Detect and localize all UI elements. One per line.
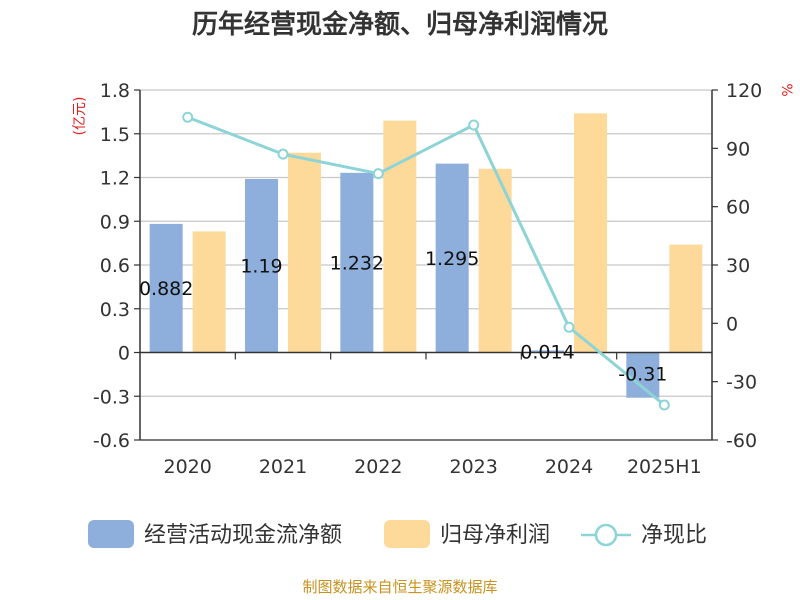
right-tick-label: 90 bbox=[726, 138, 750, 160]
ratio-line bbox=[187, 115, 666, 407]
right-tick-label: -60 bbox=[726, 430, 757, 452]
left-tick-label: -0.3 bbox=[93, 386, 130, 408]
legend-swatch-cashflow bbox=[88, 520, 134, 548]
bar-profit bbox=[288, 152, 321, 353]
data-label-cashflow: 1.295 bbox=[425, 248, 479, 270]
ratio-point bbox=[563, 321, 575, 333]
ratio-point bbox=[277, 148, 289, 160]
chart-title: 历年经营现金净额、归母净利润情况 bbox=[192, 9, 608, 40]
bar-cashflow bbox=[340, 172, 374, 353]
left-tick-label: 0.6 bbox=[100, 255, 130, 277]
bar-cashflow bbox=[149, 223, 183, 353]
right-tick-label: 60 bbox=[726, 197, 750, 219]
bar-cashflow bbox=[245, 178, 278, 353]
bar-cashflow bbox=[531, 350, 564, 353]
data-labels-group: 0.882 1.19 1.232 1.295 0.014 -0.31 bbox=[139, 248, 667, 385]
x-tick-label: 2020 bbox=[163, 456, 211, 478]
right-axis-unit: % bbox=[778, 83, 794, 96]
x-tick-label: 2023 bbox=[449, 456, 497, 478]
right-tick-label: 120 bbox=[726, 80, 762, 102]
bar-profit bbox=[574, 113, 607, 353]
ratio-point bbox=[468, 119, 480, 131]
bar-cashflow bbox=[435, 163, 469, 353]
bars-group bbox=[149, 113, 703, 398]
data-label-cashflow: 1.19 bbox=[240, 256, 282, 278]
left-tick-label: 0.9 bbox=[100, 211, 130, 233]
data-label-cashflow: 0.014 bbox=[520, 341, 574, 363]
legend-label-ratio: 净现比 bbox=[641, 523, 707, 548]
legend-swatch-profit bbox=[384, 520, 430, 548]
left-tick-label: 1.2 bbox=[100, 168, 130, 190]
bar-profit bbox=[383, 120, 417, 353]
left-axis-unit: (亿元) bbox=[72, 97, 88, 136]
ratio-point bbox=[182, 111, 194, 123]
left-tick-label: 1.5 bbox=[100, 124, 130, 146]
grid-lines bbox=[140, 89, 712, 441]
left-tick-label: 0.3 bbox=[100, 299, 130, 321]
x-tick-label: 2022 bbox=[354, 456, 402, 478]
ratio-point bbox=[658, 399, 670, 411]
right-tick-label: 30 bbox=[726, 255, 750, 277]
legend-label-profit: 归母净利润 bbox=[440, 523, 550, 548]
legend-marker-ratio bbox=[594, 523, 618, 547]
right-tick-label: -30 bbox=[726, 372, 757, 394]
x-tick-label: 2025H1 bbox=[627, 456, 702, 478]
bar-profit bbox=[478, 168, 512, 353]
tick-labels-group: 1.8 1.5 1.2 0.9 0.6 0.3 0 -0.3 -0.6 120 90 60 30 0 -30… bbox=[93, 80, 762, 478]
x-tick-label: 2021 bbox=[259, 456, 307, 478]
bar-cashflow bbox=[626, 352, 660, 398]
bar-profit bbox=[192, 231, 226, 353]
left-tick-label: 1.8 bbox=[100, 80, 130, 102]
bar-profit bbox=[669, 244, 703, 353]
legend-label-cashflow: 经营活动现金流净额 bbox=[144, 523, 342, 548]
data-label-cashflow: -0.31 bbox=[618, 364, 667, 386]
right-tick-label: 0 bbox=[726, 313, 738, 335]
left-tick-label: 0 bbox=[118, 343, 130, 365]
x-tick-label: 2024 bbox=[545, 456, 593, 478]
data-label-cashflow: 0.882 bbox=[139, 278, 193, 300]
data-label-cashflow: 1.232 bbox=[330, 253, 384, 275]
legend: 经营活动现金流净额 归母净利润 净现比 bbox=[88, 520, 707, 548]
left-tick-label: -0.6 bbox=[93, 430, 130, 452]
ratio-point bbox=[372, 168, 384, 180]
ratio-line-group bbox=[182, 111, 670, 411]
source-note: 制图数据来自恒生聚源数据库 bbox=[302, 578, 497, 596]
axes-group bbox=[134, 89, 718, 441]
